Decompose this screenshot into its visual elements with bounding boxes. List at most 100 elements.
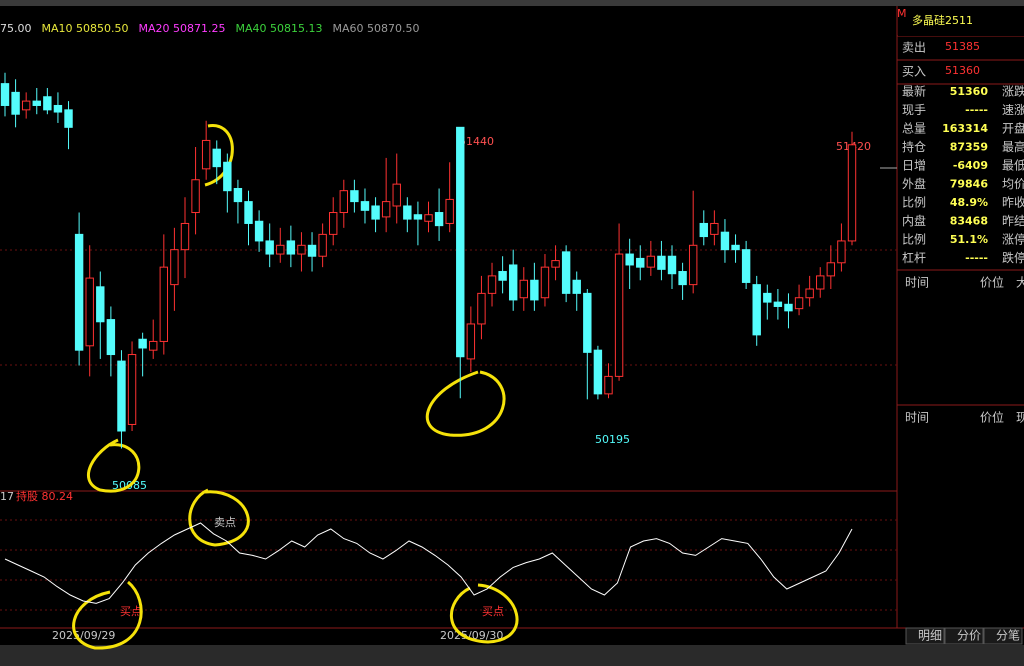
tab[interactable] (944, 627, 984, 645)
quote-value: 51385 (945, 40, 980, 53)
date-label: 2025/09/30 (440, 629, 503, 642)
row-label: 杠杆 (902, 250, 926, 265)
candle-body (53, 104, 63, 113)
row-label: 比例 (902, 196, 926, 210)
frame (0, 6, 1024, 629)
candle-body (752, 284, 761, 336)
ma-legend: MA20 50871.25 (139, 22, 226, 35)
candle-body (21, 100, 31, 111)
price-label: 50195 (595, 433, 630, 446)
ma-legend: MA40 50815.13 (236, 22, 323, 35)
candle-body (127, 354, 137, 425)
row-value: 163314 (942, 122, 988, 135)
candle-body (32, 100, 41, 106)
row-label: 涨跌 (1002, 84, 1024, 99)
candle-body (424, 214, 433, 222)
candle-body (816, 275, 825, 290)
row-label: 最高 (1002, 139, 1024, 154)
tab[interactable] (905, 627, 945, 645)
quote-value: 51360 (945, 64, 980, 77)
row-label: 比例 (902, 233, 926, 247)
candle-body (572, 279, 581, 294)
candle-body (636, 257, 645, 268)
table-header: 大 (1016, 276, 1024, 290)
row-label: 涨停 (1002, 232, 1024, 247)
candle-body (117, 360, 126, 432)
row-value: -6409 (953, 159, 988, 172)
candle-body (276, 244, 285, 255)
table-header: 时间 (905, 276, 929, 290)
guide-lines (0, 249, 897, 611)
candle-body (413, 214, 423, 220)
row-value: 87359 (950, 141, 988, 154)
candle-body (265, 240, 274, 255)
row-value: 48.9% (950, 196, 988, 209)
candle-body (254, 220, 264, 242)
candle-body (763, 292, 772, 303)
candle-body (11, 91, 20, 115)
candle-body (339, 190, 349, 214)
candle-body (593, 349, 603, 395)
candle-body (487, 275, 497, 294)
candle-body (318, 233, 327, 257)
candle-body (699, 222, 708, 238)
candle-body (403, 205, 412, 220)
table-header: 时间 (905, 411, 929, 425)
candle-body (710, 222, 719, 235)
panel-title-bg (898, 6, 1024, 36)
row-label: 内盘 (902, 213, 926, 228)
candle-body (561, 251, 571, 294)
top-bar (0, 0, 1024, 6)
candle-body (614, 253, 624, 377)
ma-legend: MA10 50850.50 (42, 22, 129, 35)
candle-body (43, 96, 52, 111)
annotation: 买点 (120, 605, 142, 618)
tab-label: 明细 (918, 629, 942, 643)
candle-body (456, 126, 465, 358)
candle-body (170, 249, 179, 286)
row-label: 跌停 (1002, 250, 1024, 265)
candle-body (508, 264, 518, 301)
tab-label: 分价 (957, 629, 981, 643)
row-label: 外盘 (902, 176, 926, 191)
candle-body (741, 249, 751, 283)
row-label: 持仓 (902, 139, 926, 154)
indicator-name: 持股 80.24 (16, 489, 73, 503)
row-label: 昨收 (1002, 196, 1024, 210)
date-label: 2025/09/29 (52, 629, 115, 642)
candle-body (826, 262, 836, 277)
candle-body (720, 231, 730, 251)
candle-body (149, 340, 158, 351)
row-label: 速涨 (1002, 102, 1024, 117)
candle-body (212, 148, 221, 168)
candle-body (477, 292, 486, 325)
candle-body (445, 198, 454, 224)
candle-body (159, 266, 169, 342)
candle-body (551, 260, 560, 268)
quote-label: 卖出 (902, 41, 926, 55)
row-label: 总量 (902, 122, 926, 136)
candle-body (371, 205, 380, 220)
tab[interactable] (983, 627, 1023, 645)
candle-body (307, 244, 317, 257)
price-label: 51440 (459, 135, 494, 148)
candle-body (96, 286, 105, 323)
candle-body (106, 319, 116, 356)
candle-body (74, 233, 84, 351)
ma-legend: MA60 50870.50 (333, 22, 420, 35)
row-label: 最新 (902, 84, 926, 99)
candle-body (519, 279, 528, 299)
row-value: 51360 (950, 85, 989, 98)
candle-body (540, 266, 550, 299)
candle-body (657, 255, 666, 270)
indicator-label: 17 (0, 490, 14, 503)
row-label: 开盘 (1002, 121, 1024, 136)
quote-label: 买入 (902, 65, 926, 79)
row-label: 现手 (902, 103, 926, 117)
row-value: ----- (965, 252, 988, 265)
candle-body (233, 187, 243, 203)
bottom-bar (0, 645, 1024, 666)
candle-body (201, 139, 211, 170)
